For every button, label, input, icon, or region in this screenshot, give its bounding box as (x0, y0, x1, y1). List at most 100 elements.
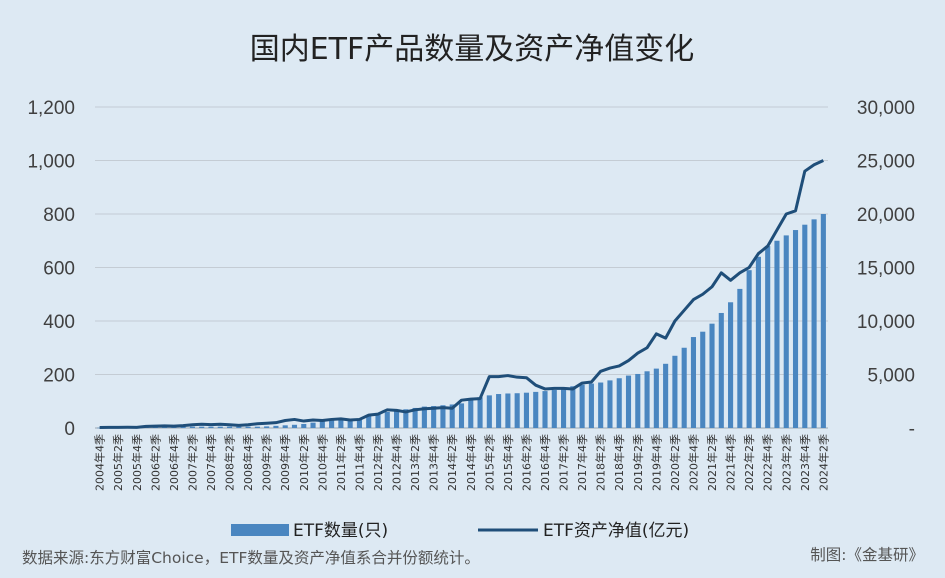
y-right-tick-label: 15,000 (857, 259, 915, 280)
bar (579, 384, 585, 428)
x-tick-label: 2013年4季 (427, 434, 441, 491)
bar (496, 394, 502, 428)
x-tick-label: 2024年2季 (816, 434, 830, 491)
x-tick-label: 2014年2季 (445, 434, 459, 491)
x-tick-label: 2009年4季 (278, 434, 292, 491)
bar (282, 425, 288, 428)
bar (486, 395, 492, 428)
bar (625, 375, 632, 428)
bar (588, 383, 594, 428)
bar (523, 392, 530, 428)
bar (728, 302, 734, 428)
y-axis-left: 0 200 400 600 800 1,000 1,200 (27, 98, 75, 440)
bar (616, 378, 622, 428)
bar (755, 256, 761, 428)
x-tick-label: 2005年2季 (111, 434, 125, 491)
y-left-tick-label: 800 (43, 205, 75, 226)
bar (663, 363, 669, 428)
y-left-tick-label: 0 (64, 419, 75, 440)
bar (319, 421, 325, 428)
y-axis-right: - 5,000 10,000 15,000 20,000 25,000 30,000 (857, 98, 915, 440)
bar (393, 410, 400, 428)
net-asset-line (99, 159, 824, 429)
x-tick-label: 2006年4季 (167, 434, 181, 491)
bar (329, 420, 335, 428)
bar (236, 426, 242, 428)
x-tick-label: 2014年4季 (464, 434, 478, 491)
x-tick-label: 2005年4季 (130, 434, 144, 491)
x-tick-label: 2022年4季 (761, 434, 775, 491)
x-tick-label: 2020年4季 (686, 434, 700, 491)
x-tick-label: 2019年4季 (649, 434, 663, 491)
bar (189, 426, 195, 428)
bar (217, 426, 223, 428)
x-tick-label: 2017年2季 (557, 434, 571, 491)
bar (245, 426, 251, 428)
bar (356, 418, 362, 428)
bar (570, 386, 576, 428)
x-tick-label: 2015年2季 (482, 434, 496, 491)
bar (477, 397, 483, 428)
x-tick-label: 2023年4季 (798, 434, 812, 491)
bar (653, 368, 659, 428)
bar (347, 419, 353, 428)
bar (310, 422, 316, 428)
bar (291, 424, 298, 428)
x-tick-label: 2008年2季 (223, 434, 237, 491)
bar (533, 391, 539, 428)
x-tick-label: 2010年2季 (297, 434, 311, 491)
x-axis: 2004年4季 2005年2季 2005年4季 2006年2季 2006年4季 2007年… (93, 434, 831, 491)
y-right-tick-label: - (909, 419, 915, 440)
x-tick-label: 2010年4季 (315, 434, 329, 491)
legend-bar-swatch (231, 524, 289, 536)
x-tick-label: 2013年2季 (408, 434, 422, 491)
y-left-tick-label: 1,200 (27, 98, 75, 119)
y-right-tick-label: 30,000 (857, 98, 915, 119)
bar (774, 240, 780, 428)
footnote: 数据来源:东方财富Choice，ETF数量及资产净值系合并份额统计。 (22, 549, 480, 567)
credit: 制图:《金基研》 (810, 546, 924, 564)
x-tick-label: 2017年4季 (575, 434, 589, 491)
x-tick-label: 2012年2季 (371, 434, 385, 491)
x-tick-label: 2021年2季 (705, 434, 719, 491)
bar (431, 406, 437, 428)
bar (458, 403, 465, 428)
bar (97, 427, 103, 429)
x-tick-label: 2021年4季 (724, 434, 738, 491)
bar (384, 411, 390, 428)
x-tick-label: 2018年4季 (612, 434, 626, 491)
x-tick-label: 2011年4季 (352, 434, 366, 491)
gridlines (95, 106, 828, 429)
bar (375, 414, 381, 428)
bar (254, 426, 260, 428)
legend-line-label: ETF资产净值(亿元) (543, 521, 689, 541)
bar (792, 230, 799, 428)
bar (802, 224, 808, 428)
bar (301, 423, 307, 428)
bar (505, 393, 511, 428)
bar (180, 426, 186, 428)
x-tick-label: 2016年4季 (538, 434, 552, 491)
x-tick-label: 2004年4季 (93, 434, 107, 491)
bar (338, 419, 344, 428)
y-left-tick-label: 200 (43, 366, 75, 387)
x-tick-label: 2016年2季 (519, 434, 533, 491)
bar (542, 391, 548, 428)
bar (598, 382, 604, 428)
x-tick-label: 2011年2季 (334, 434, 348, 491)
bar (561, 387, 567, 428)
x-tick-label: 2007年4季 (204, 434, 218, 491)
bar (690, 337, 697, 428)
bar (783, 235, 789, 428)
x-tick-label: 2022年2季 (742, 434, 756, 491)
bar (264, 426, 270, 428)
x-tick-label: 2019年2季 (631, 434, 645, 491)
bar (635, 373, 641, 428)
bar (718, 312, 724, 428)
bar (273, 425, 279, 428)
bar (421, 406, 427, 428)
y-right-tick-label: 25,000 (857, 152, 915, 173)
y-right-tick-label: 5,000 (867, 366, 915, 387)
